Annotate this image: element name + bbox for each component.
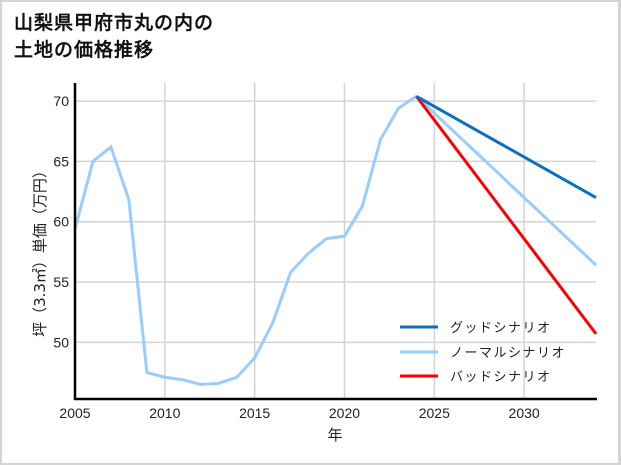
legend: グッドシナリオ ノーマルシナリオ バッドシナリオ: [400, 321, 566, 385]
x-tick-labels: 2005 2010 2015 2020 2025 2030: [59, 405, 539, 421]
y-tick-label: 55: [53, 274, 69, 290]
bad-scenario-line: [415, 95, 598, 335]
x-tick-label: 2010: [149, 405, 180, 421]
x-axis-label: 年: [327, 426, 342, 444]
grid-lines: [75, 83, 596, 399]
chart-title: 山梨県甲府市丸の内の 土地の価格推移: [14, 10, 214, 64]
data-lines: [73, 94, 598, 387]
history-line: [73, 95, 418, 387]
y-tick-label: 50: [53, 334, 69, 350]
legend-label-normal: ノーマルシナリオ: [450, 346, 566, 361]
y-axis-label: 坪（3.3㎡）単価（万円）: [31, 163, 49, 337]
x-tick-label: 2005: [59, 405, 90, 421]
normal-scenario-line: [415, 95, 598, 267]
x-tick-label: 2025: [419, 405, 450, 421]
y-tick-label: 60: [53, 214, 69, 230]
x-tick-label: 2015: [239, 405, 270, 421]
chart-title-line1: 山梨県甲府市丸の内の: [14, 12, 215, 34]
y-tick-label: 65: [53, 153, 69, 169]
y-tick-labels: 50 55 60 65 70: [53, 93, 69, 350]
y-tick-label: 70: [53, 93, 69, 109]
x-tick-label: 2020: [329, 405, 360, 421]
legend-label-good: グッドシナリオ: [450, 321, 552, 336]
good-scenario-line: [415, 94, 597, 199]
chart-title-line2: 土地の価格推移: [14, 39, 155, 61]
x-tick-label: 2030: [509, 405, 540, 421]
legend-label-bad: バッドシナリオ: [450, 370, 552, 385]
